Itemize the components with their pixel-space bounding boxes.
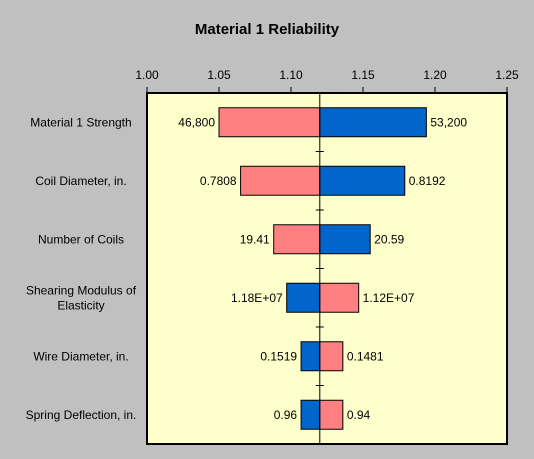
bar-right — [319, 282, 360, 313]
category-label: Coil Diameter, in. — [35, 174, 126, 188]
x-tick-label: 1.00 — [135, 68, 159, 82]
data-label-right: 53,200 — [430, 115, 467, 129]
category-label: Spring Deflection, in. — [26, 408, 137, 422]
plot-area — [146, 92, 508, 445]
category-label: Wire Diameter, in. — [33, 349, 128, 363]
data-label-right: 0.1481 — [347, 349, 384, 363]
x-tick-label: 1.05 — [207, 68, 231, 82]
bar-right — [319, 399, 344, 430]
bar-left — [218, 107, 321, 138]
data-label-left: 19.41 — [240, 232, 270, 246]
x-axis: 1.00 1.05 1.10 1.15 1.20 1.25 — [135, 68, 519, 93]
bar-left — [300, 341, 321, 372]
category-label: Shearing Modulus of Elasticity — [26, 283, 137, 312]
x-tick-label: 1.25 — [495, 68, 519, 82]
bar-left — [240, 165, 321, 196]
chart-title: Material 1 Reliability — [195, 21, 340, 38]
x-tick-label: 1.15 — [351, 68, 375, 82]
bar-left — [300, 399, 321, 430]
base-line-group — [315, 93, 324, 444]
data-label-left: 0.1519 — [260, 349, 297, 363]
bar-right — [319, 107, 427, 138]
data-label-left: 46,800 — [178, 115, 215, 129]
bar-right — [319, 165, 406, 196]
data-label-left: 1.18E+07 — [231, 291, 283, 305]
data-labels: 46,800 53,200 0.7808 0.8192 19.41 20.59 1.18E+… — [178, 115, 467, 422]
data-label-left: 0.7808 — [200, 174, 237, 188]
bars — [218, 107, 427, 430]
category-label: Material 1 Strength — [30, 115, 131, 129]
category-label: Number of Coils — [38, 232, 124, 246]
data-label-right: 1.12E+07 — [363, 291, 415, 305]
data-label-left: 0.96 — [274, 408, 298, 422]
bar-left — [273, 224, 321, 255]
bar-right — [319, 224, 371, 255]
data-label-right: 0.8192 — [409, 174, 446, 188]
category-labels: Material 1 Strength Coil Diameter, in. Num… — [26, 115, 137, 422]
x-tick-label: 1.20 — [423, 68, 447, 82]
data-label-right: 20.59 — [374, 232, 404, 246]
data-label-right: 0.94 — [347, 408, 371, 422]
x-tick-label: 1.10 — [279, 68, 303, 82]
bar-right — [319, 341, 344, 372]
bar-left — [286, 282, 321, 313]
